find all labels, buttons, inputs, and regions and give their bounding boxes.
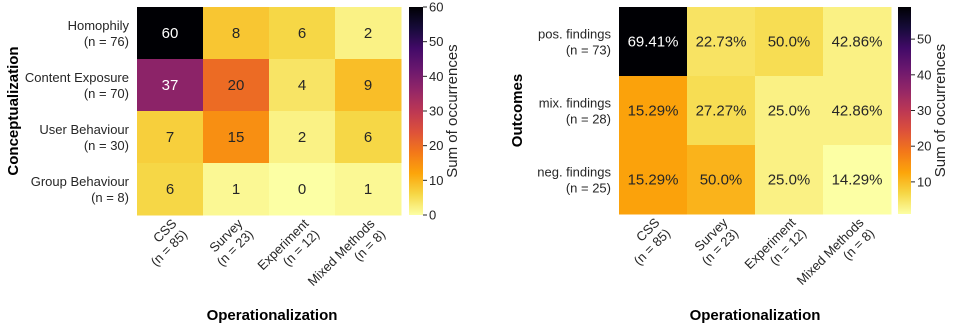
cell-value-label: 6: [298, 25, 306, 42]
cell-value-label: 15.29%: [628, 103, 679, 120]
cell-value-label: 50.0%: [768, 34, 811, 51]
cell-value-label: 60: [162, 25, 179, 42]
x-tick-label: CSS(n = 85): [620, 215, 673, 268]
colorbar-label: Sum of occurrences: [932, 44, 949, 177]
heatmap-cell: [269, 111, 336, 164]
colorbar-label: Sum of occurrences: [444, 44, 461, 177]
heatmap-cell: [137, 111, 204, 164]
x-tick-label: Mixed Methods(n = 8): [305, 216, 389, 300]
colorbar-tick-label: 10: [429, 173, 443, 188]
heatmap-cell: [137, 59, 204, 112]
y-tick-label: pos. findings (n = 73): [538, 27, 611, 58]
y-tick-label: Homophily (n = 76): [68, 18, 130, 49]
heatmap-cell: [755, 76, 824, 146]
heatmap-cell: [823, 7, 892, 77]
cell-value-label: 20: [228, 77, 245, 94]
heatmap-cell: [823, 145, 892, 215]
x-tick-label: Mixed Methods(n = 8): [794, 215, 878, 299]
colorbar-tick-label: 50: [917, 32, 931, 47]
y-axis-title: Outcomes: [509, 74, 526, 147]
y-axis-title: Conceptualization: [5, 46, 22, 175]
colorbar-tick-label: 30: [429, 104, 443, 119]
cell-value-label: 25.0%: [768, 172, 811, 189]
x-tick-label: CSS(n = 85): [137, 216, 190, 269]
cell-value-label: 1: [232, 181, 240, 198]
cell-value-label: 15: [228, 129, 245, 146]
heatmap-panel-2: 69.41% 22.73% 50.0% 42.86% 15.29% 27.27% 25.0%…: [509, 7, 949, 324]
colorbar-tick-label: 20: [429, 138, 443, 153]
cell-value-label: 42.86%: [832, 34, 883, 51]
cell-value-label: 69.41%: [628, 34, 679, 51]
x-axis-title: Operationalization: [690, 307, 821, 324]
heatmap-cell: [137, 7, 204, 60]
x-tick-label: Survey(n = 23): [688, 215, 742, 269]
cell-value-label: 4: [298, 77, 306, 94]
heatmap-cell: [687, 76, 756, 146]
colorbar-tick-label: 60: [429, 0, 443, 15]
cell-value-label: 2: [364, 25, 372, 42]
heatmap-cell: [619, 7, 688, 77]
cell-value-label: 0: [298, 181, 306, 198]
heatmap-cell: [269, 59, 336, 112]
cell-value-label: 8: [232, 25, 240, 42]
cell-value-label: 25.0%: [768, 103, 811, 120]
heatmap-cell: [335, 111, 402, 164]
x-tick-label: Survey(n = 23): [203, 216, 257, 270]
y-tick-label: neg. findings (n = 25): [537, 165, 611, 196]
cell-value-label: 27.27%: [696, 103, 747, 120]
y-tick-label: Content Exposure (n = 70): [25, 70, 129, 101]
y-tick-label: Group Behaviour (n = 8): [31, 174, 130, 205]
cell-value-label: 6: [166, 181, 174, 198]
colorbar: [409, 7, 423, 215]
heatmap-cell: [269, 7, 336, 60]
heatmap-cell: [619, 145, 688, 215]
cell-value-label: 50.0%: [700, 172, 743, 189]
cell-value-label: 2: [298, 129, 306, 146]
heatmap-cell: [203, 163, 270, 216]
heatmap-cell: [137, 163, 204, 216]
heatmap-cell: [687, 145, 756, 215]
cell-value-label: 22.73%: [696, 34, 747, 51]
cell-value-label: 42.86%: [832, 103, 883, 120]
heatmap-cell: [335, 163, 402, 216]
y-tick-label: mix. findings (n = 28): [539, 96, 612, 127]
heatmap-cell: [203, 111, 270, 164]
cell-value-label: 9: [364, 77, 372, 94]
cell-value-label: 1: [364, 181, 372, 198]
heatmap-cell: [203, 7, 270, 60]
heatmap-cell: [335, 59, 402, 112]
heatmap-cell: [335, 7, 402, 60]
heatmap-cell: [755, 7, 824, 77]
x-axis-title: Operationalization: [207, 307, 338, 324]
colorbar-tick-label: 40: [429, 69, 443, 84]
colorbar-tick-label: 50: [429, 34, 443, 49]
colorbar-tick-label: 30: [917, 103, 931, 118]
heatmap-cell: [619, 76, 688, 146]
colorbar-tick-label: 40: [917, 67, 931, 82]
cell-value-label: 6: [364, 129, 372, 146]
cell-value-label: 15.29%: [628, 172, 679, 189]
cell-value-label: 7: [166, 129, 174, 146]
heatmap-cell: [269, 163, 336, 216]
heatmap-cell: [755, 145, 824, 215]
cell-value-label: 37: [162, 77, 179, 94]
colorbar-tick-label: 20: [917, 139, 931, 154]
heatmap-cell: [203, 59, 270, 112]
colorbar-tick-label: 0: [429, 208, 436, 223]
cell-value-label: 14.29%: [832, 172, 883, 189]
y-tick-label: User Behaviour (n = 30): [39, 122, 129, 153]
heatmap-cell: [687, 7, 756, 77]
colorbar: [898, 7, 911, 214]
heatmap-cell: [823, 76, 892, 146]
colorbar-tick-label: 10: [917, 174, 931, 189]
